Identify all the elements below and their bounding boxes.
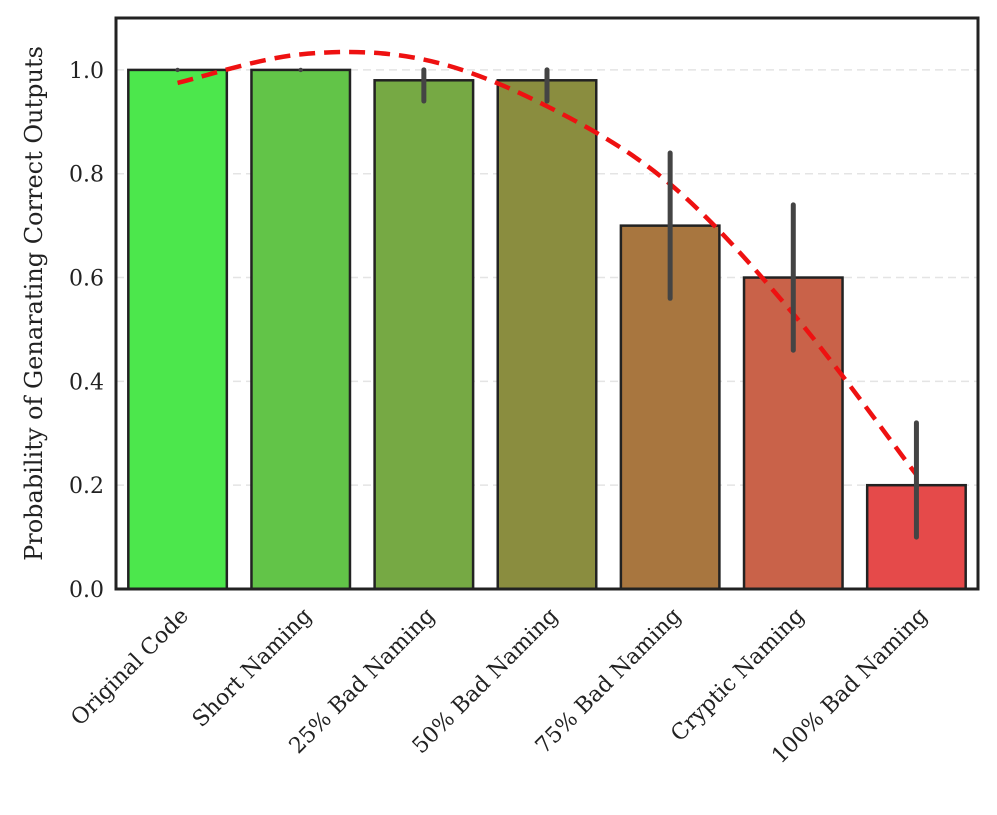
- error-bar: [298, 67, 303, 73]
- bar: [127, 68, 229, 591]
- y-tick-label: 1.0: [69, 59, 104, 84]
- trend-line: [177, 49, 919, 477]
- error-bar: [175, 67, 180, 73]
- y-tick-label: 0.6: [69, 267, 104, 292]
- bar: [373, 79, 475, 591]
- x-tick-label: Cryptic Naming: [666, 604, 809, 747]
- y-axis-ticks: 0.0 0.2 0.4 0.6 0.8 1.0: [69, 59, 104, 603]
- bars: [127, 68, 967, 591]
- bar: [496, 79, 598, 591]
- y-tick-label: 0.0: [69, 578, 104, 603]
- bar: [250, 68, 352, 591]
- y-tick-label: 0.2: [69, 474, 104, 499]
- y-tick-label: 0.8: [69, 163, 104, 188]
- trend-line-group: [177, 49, 919, 477]
- error-bars: [175, 67, 919, 540]
- y-tick-label: 0.4: [69, 370, 104, 395]
- x-tick-label: Short Naming: [188, 604, 317, 733]
- plot-frame: [114, 16, 980, 591]
- y-axis-label: Probability of Genarating Correct Output…: [20, 46, 48, 561]
- x-tick-label: Original Code: [66, 604, 193, 731]
